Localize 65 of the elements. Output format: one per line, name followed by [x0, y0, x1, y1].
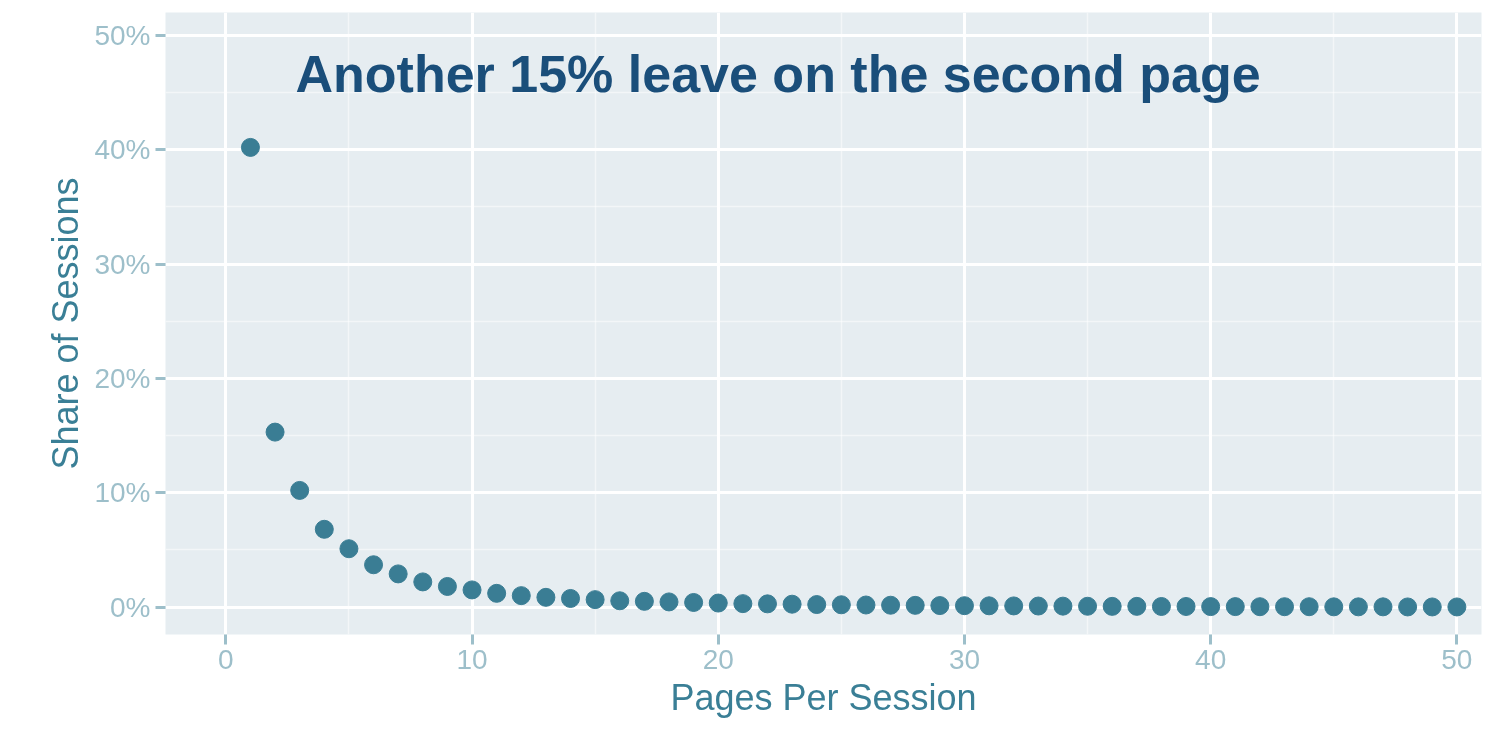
point	[930, 596, 950, 616]
point	[1225, 597, 1245, 617]
y-tick-label: 30%	[94, 248, 151, 280]
point	[1176, 597, 1196, 616]
point	[733, 594, 753, 614]
point	[610, 591, 630, 611]
point	[290, 480, 310, 500]
y-tick-label: 40%	[94, 134, 151, 166]
point	[462, 580, 482, 600]
y-tick-label: 10%	[94, 477, 151, 509]
point	[659, 592, 679, 612]
point	[954, 596, 974, 616]
point	[1373, 597, 1393, 617]
point	[240, 137, 260, 157]
y-tick-label: 0%	[110, 591, 151, 623]
x-tick-label: 20	[702, 643, 734, 675]
point	[413, 572, 433, 592]
point	[856, 595, 876, 615]
point	[585, 590, 605, 610]
point	[339, 539, 359, 559]
point	[684, 593, 704, 612]
x-tick-label: 50	[1441, 643, 1473, 675]
point	[757, 594, 777, 614]
point	[437, 577, 457, 596]
point	[905, 595, 925, 615]
point	[536, 587, 556, 607]
point	[634, 591, 654, 611]
point	[979, 596, 999, 616]
point	[265, 422, 285, 442]
x-axis-title: Pages Per Session	[670, 676, 977, 718]
point	[1127, 596, 1147, 616]
point	[1028, 596, 1048, 616]
point	[1102, 596, 1122, 616]
point	[561, 589, 581, 608]
x-tick-label: 0	[218, 643, 234, 675]
point	[1299, 597, 1319, 617]
point	[1275, 597, 1295, 617]
y-axis-title: Share of Sessions	[45, 177, 87, 470]
point	[1201, 597, 1221, 617]
point	[1447, 597, 1467, 617]
point	[782, 594, 802, 614]
point	[1250, 597, 1270, 617]
point	[1348, 597, 1368, 617]
point	[1324, 597, 1344, 617]
point	[881, 595, 901, 615]
point	[388, 564, 408, 584]
y-tick-label: 20%	[94, 362, 151, 394]
point	[1004, 596, 1024, 616]
point	[807, 595, 827, 615]
point	[1053, 596, 1073, 616]
point	[511, 586, 531, 606]
point	[708, 593, 728, 613]
annotation: Another 15% leave on the second page	[295, 44, 1261, 103]
point	[831, 595, 851, 615]
point	[1422, 597, 1442, 617]
point	[1398, 597, 1418, 617]
point	[364, 555, 384, 575]
x-tick-label: 30	[948, 643, 981, 675]
y-tick-label: 50%	[94, 19, 151, 51]
x-tick-label: 10	[456, 643, 488, 675]
point	[1078, 596, 1098, 616]
x-tick-label: 40	[1195, 643, 1227, 675]
point	[1151, 597, 1171, 616]
point	[487, 583, 507, 603]
point	[314, 519, 334, 539]
